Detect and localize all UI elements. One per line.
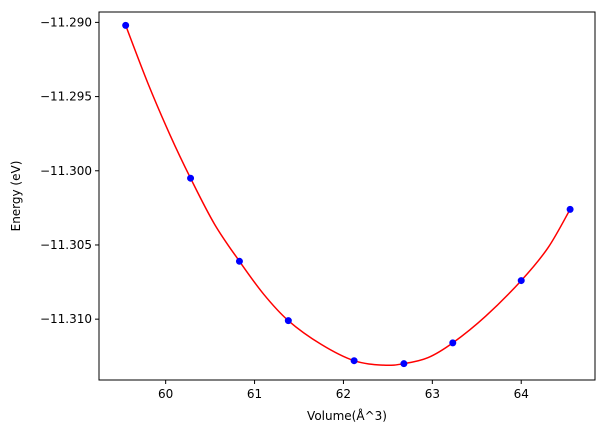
data-point xyxy=(350,357,358,365)
y-tick-label: −11.290 xyxy=(40,15,92,29)
data-point xyxy=(400,360,408,368)
data-point xyxy=(566,205,574,213)
plot-frame xyxy=(98,11,596,381)
data-point xyxy=(449,339,457,347)
data-point xyxy=(122,21,130,29)
data-points-layer xyxy=(122,21,574,368)
x-tick-label: 60 xyxy=(158,387,173,401)
plot-area xyxy=(99,12,595,380)
x-tick-label: 63 xyxy=(425,387,440,401)
y-tick-label: −11.300 xyxy=(40,164,92,178)
x-axis-label: Volume(Å^3) xyxy=(307,408,387,423)
x-axis-ticks: 60 61 62 63 64 xyxy=(158,380,529,401)
y-tick-label: −11.295 xyxy=(40,90,92,104)
y-tick-label: −11.305 xyxy=(40,238,92,252)
data-point xyxy=(187,174,195,182)
x-tick-label: 64 xyxy=(514,387,529,401)
data-point xyxy=(517,277,525,285)
data-point xyxy=(235,257,243,265)
x-tick-label: 61 xyxy=(247,387,262,401)
x-tick-label: 62 xyxy=(336,387,351,401)
y-axis-ticks: −11.290 −11.295 −11.300 −11.305 −11.310 xyxy=(40,15,99,326)
data-point xyxy=(284,317,292,325)
y-axis-label: Energy (eV) xyxy=(9,161,23,232)
fit-curve-layer xyxy=(124,25,571,367)
y-tick-label: −11.310 xyxy=(40,312,92,326)
fit-curve xyxy=(124,25,571,367)
